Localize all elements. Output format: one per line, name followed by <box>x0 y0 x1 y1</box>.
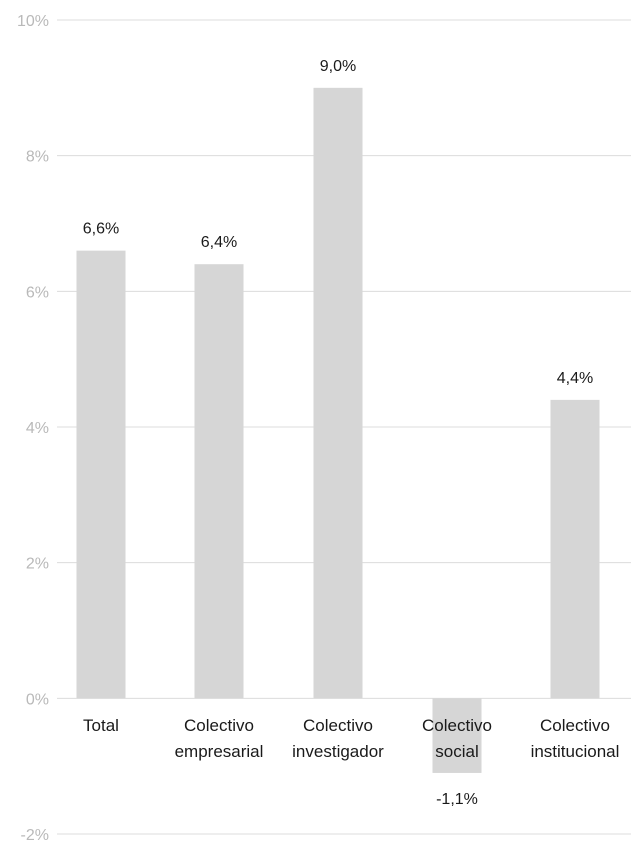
bar <box>432 698 482 773</box>
category-label: Colectivo <box>540 716 610 735</box>
y-tick-label: 8% <box>26 149 49 166</box>
bars <box>76 87 600 773</box>
y-tick-label: 0% <box>26 691 49 708</box>
category-label: empresarial <box>175 742 264 761</box>
bar <box>550 399 600 699</box>
y-tick-label: 2% <box>26 556 49 573</box>
category-label: Total <box>83 716 119 735</box>
y-tick-labels: -2% 0% 2% 4% 6% 8% 10% <box>17 13 49 844</box>
bar <box>194 264 244 699</box>
category-label: investigador <box>292 742 384 761</box>
category-label: institucional <box>531 742 620 761</box>
category-label: Colectivo <box>303 716 373 735</box>
data-labels: 6,6% 6,4% 9,0% -1,1% 4,4% <box>83 58 593 808</box>
data-label: 4,4% <box>557 370 593 387</box>
category-label: Colectivo <box>184 716 254 735</box>
category-labels: Total Colectivo empresarial Colectivo invest… <box>83 716 619 761</box>
y-tick-label: -2% <box>21 827 49 844</box>
y-tick-label: 4% <box>26 420 49 437</box>
y-tick-label: 10% <box>17 13 49 30</box>
data-label: 9,0% <box>320 58 356 75</box>
bar <box>76 250 126 699</box>
data-label: 6,4% <box>201 234 237 251</box>
y-tick-label: 6% <box>26 284 49 301</box>
category-label: social <box>435 742 478 761</box>
bar <box>313 87 363 699</box>
data-label: 6,6% <box>83 221 119 238</box>
data-label: -1,1% <box>436 791 478 808</box>
category-label: Colectivo <box>422 716 492 735</box>
